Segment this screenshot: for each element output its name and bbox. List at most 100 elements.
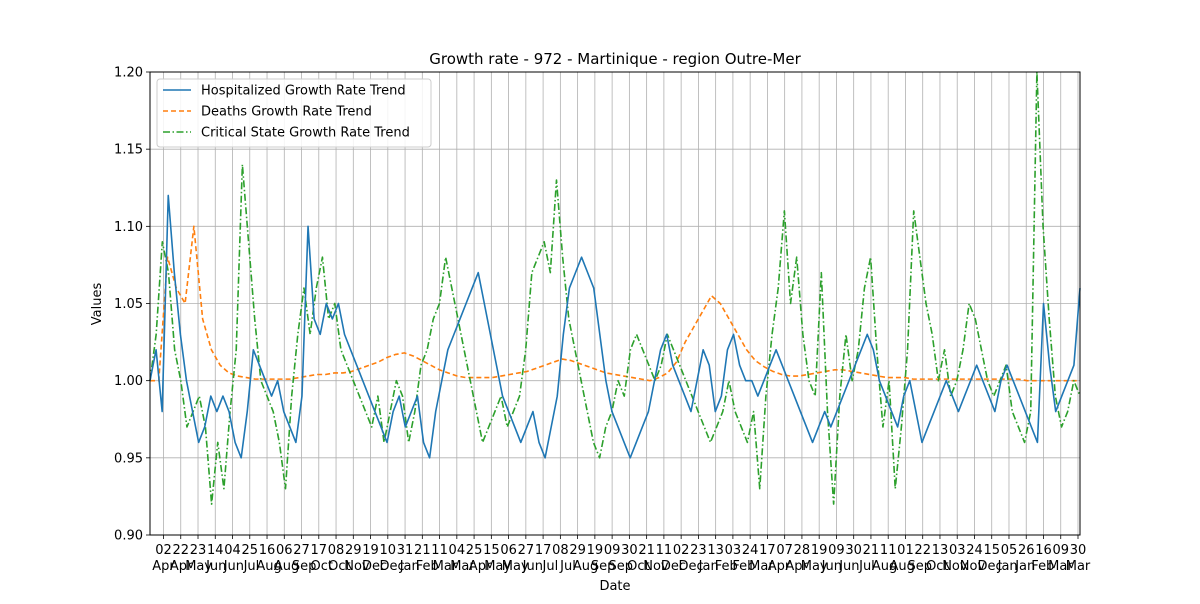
x-tick-day-label: 27	[518, 543, 535, 558]
x-tick-month-label: Apr	[785, 559, 808, 574]
x-tick-day-label: 23	[190, 543, 207, 558]
x-tick-day-label: 08	[552, 543, 569, 558]
x-tick-month-label: Aug	[573, 559, 598, 574]
x-tick-month-label: Sep	[608, 559, 633, 574]
x-tick-day-label: 09	[1052, 543, 1069, 558]
x-tick-day-label: 09	[828, 543, 845, 558]
x-tick-day-label: 24	[966, 543, 983, 558]
x-tick-month-label: May	[801, 559, 828, 574]
x-tick-day-label: 24	[742, 543, 759, 558]
x-axis-label: Date	[599, 579, 630, 594]
x-tick-day-label: 21	[638, 543, 655, 558]
x-tick-month-label: Jan	[1014, 559, 1035, 574]
x-tick-month-label: Dec	[679, 559, 704, 574]
x-tick-month-label: Dec	[380, 559, 405, 574]
x-tick-day-label: 14	[207, 543, 224, 558]
x-tick-day-label: 01	[897, 543, 914, 558]
x-tick-day-label: 30	[621, 543, 638, 558]
x-tick-month-label: Oct	[627, 559, 649, 574]
x-tick-month-label: Mar	[433, 559, 458, 574]
x-tick-day-label: 29	[569, 543, 586, 558]
x-tick-day-label: 21	[863, 543, 880, 558]
chart-title: Growth rate - 972 - Martinique - region …	[429, 50, 801, 68]
x-tick-month-label: Nov	[942, 559, 968, 574]
x-tick-month-label: Nov	[960, 559, 986, 574]
x-tick-month-label: Jul	[559, 559, 576, 574]
x-tick-day-label: 22	[914, 543, 931, 558]
x-tick-month-label: Oct	[311, 559, 333, 574]
x-tick-month-label: May	[185, 559, 212, 574]
x-tick-day-label: 19	[587, 543, 604, 558]
x-tick-month-label: Jul	[858, 559, 875, 574]
x-tick-day-label: 07	[776, 543, 793, 558]
x-tick-month-label: Jun	[838, 559, 859, 574]
x-tick-month-label: Mar	[749, 559, 774, 574]
y-axis-label: Values	[90, 283, 105, 326]
x-tick-month-label: Sep	[292, 559, 317, 574]
x-tick-day-label: 17	[535, 543, 552, 558]
x-tick-day-label: 25	[466, 543, 483, 558]
x-tick-month-label: Feb	[732, 559, 755, 574]
x-tick-month-label: Aug	[274, 559, 299, 574]
x-tick-day-label: 03	[949, 543, 966, 558]
x-tick-month-label: Mar	[1048, 559, 1073, 574]
y-tick-label: 0.95	[114, 451, 143, 466]
x-axis: 02 22 23 14 04 25 16 06 27 17 08 29 19 10 31 21 11 04 25 15…	[152, 535, 1091, 574]
x-tick-day-label: 31	[397, 543, 414, 558]
x-tick-day-label: 15	[983, 543, 1000, 558]
y-tick-label: 1.10	[114, 220, 143, 235]
x-tick-day-label: 17	[759, 543, 776, 558]
x-tick-month-label: Oct	[926, 559, 948, 574]
y-tick-label: 1.05	[114, 297, 143, 312]
x-tick-month-label: Dec	[661, 559, 686, 574]
x-tick-day-label: 02	[673, 543, 690, 558]
legend: Hospitalized Growth Rate Trend Deaths Gr…	[156, 78, 432, 148]
x-tick-day-label: 25	[242, 543, 259, 558]
y-tick-label: 0.90	[114, 529, 143, 544]
x-tick-day-label: 03	[725, 543, 742, 558]
x-tick-month-label: Jul	[542, 559, 559, 574]
x-tick-month-label: Mar	[450, 559, 475, 574]
x-tick-day-label: 10	[380, 543, 397, 558]
x-tick-month-label: Feb	[715, 559, 738, 574]
x-tick-month-label: Jun	[205, 559, 226, 574]
x-tick-day-label: 23	[690, 543, 707, 558]
x-tick-day-label: 22	[172, 543, 189, 558]
series-line-0	[149, 194, 1081, 459]
x-tick-day-label: 04	[224, 543, 241, 558]
x-tick-month-label: Dec	[362, 559, 387, 574]
x-tick-month-label: Jun	[223, 559, 244, 574]
x-tick-month-label: Aug	[889, 559, 914, 574]
x-tick-month-label: Sep	[907, 559, 932, 574]
x-tick-month-label: Oct	[328, 559, 350, 574]
y-axis: 0.90 0.95 1.00 1.05 1.10 1.15 1.20	[114, 66, 150, 544]
x-tick-day-label: 16	[1035, 543, 1052, 558]
x-tick-month-label: Apr	[170, 559, 193, 574]
x-tick-day-label: 02	[155, 543, 172, 558]
x-tick-day-label: 04	[449, 543, 466, 558]
x-tick-month-label: Apr	[152, 559, 175, 574]
x-tick-month-label: May	[484, 559, 511, 574]
legend-label-hospitalized: Hospitalized Growth Rate Trend	[201, 84, 406, 99]
legend-box	[156, 78, 432, 148]
x-tick-month-label: Nov	[344, 559, 370, 574]
legend-label-deaths: Deaths Growth Rate Trend	[201, 105, 372, 120]
x-tick-day-label: 26	[1018, 543, 1035, 558]
y-tick-label: 1.15	[114, 143, 143, 158]
x-tick-day-label: 11	[656, 543, 673, 558]
x-tick-day-label: 13	[932, 543, 949, 558]
x-tick-day-label: 11	[880, 543, 897, 558]
x-tick-month-label: Jul	[243, 559, 260, 574]
x-tick-day-label: 05	[1001, 543, 1018, 558]
x-tick-day-label: 21	[414, 543, 431, 558]
x-tick-month-label: Sep	[591, 559, 616, 574]
x-tick-day-label: 15	[483, 543, 500, 558]
x-tick-month-label: Jan	[399, 559, 420, 574]
series-line-1	[150, 225, 1080, 382]
x-tick-month-label: Feb	[1031, 559, 1054, 574]
x-tick-month-label: Jan	[698, 559, 719, 574]
y-tick-label: 1.20	[114, 66, 143, 81]
x-tick-month-label: Jan	[997, 559, 1018, 574]
legend-label-critical: Critical State Growth Rate Trend	[201, 126, 410, 141]
